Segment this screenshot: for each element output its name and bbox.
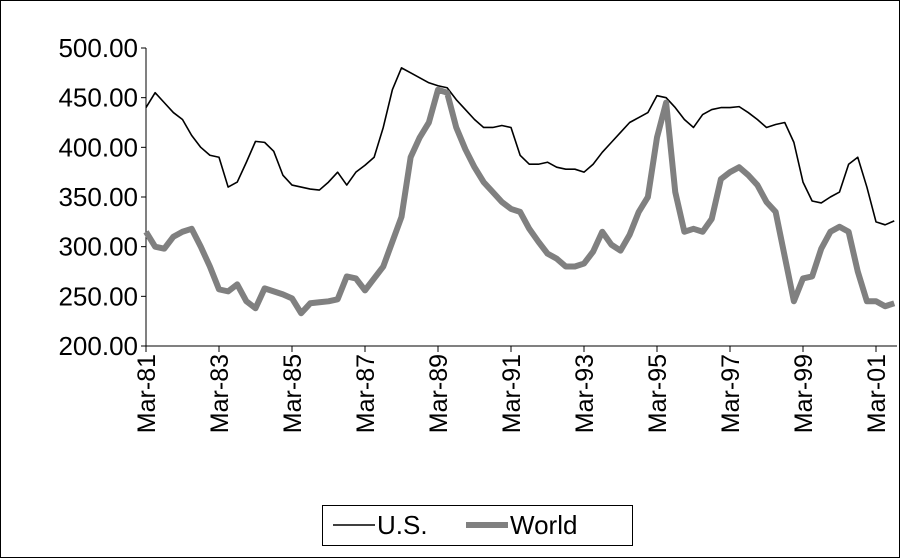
- series-line: [143, 86, 896, 317]
- x-tick-label: Mar-89: [425, 354, 453, 433]
- x-tick-label: Mar-99: [790, 354, 818, 433]
- x-tick-label: Mar-91: [498, 354, 526, 433]
- y-tick-label: 200.00: [58, 331, 138, 361]
- x-tick-label: Mar-95: [644, 354, 672, 433]
- x-tick-label: Mar-83: [206, 354, 234, 433]
- x-tick-label: Mar-01: [863, 354, 891, 433]
- x-tick-label: Mar-87: [352, 354, 380, 433]
- y-tick-label: 450.00: [58, 83, 138, 113]
- x-tick-label: Mar-97: [717, 354, 745, 433]
- legend-label: World: [510, 510, 577, 540]
- x-tick-label: Mar-81: [133, 354, 161, 433]
- y-tick-label: 400.00: [58, 132, 138, 162]
- x-tick-label: Mar-85: [279, 354, 307, 433]
- series-line: [145, 67, 895, 226]
- legend-label: U.S.: [377, 510, 428, 540]
- x-tick-label: Mar-93: [571, 354, 599, 433]
- y-tick-label: 500.00: [58, 33, 138, 63]
- y-tick-label: 300.00: [58, 232, 138, 262]
- y-tick-label: 250.00: [58, 281, 138, 311]
- y-tick-label: 350.00: [58, 182, 138, 212]
